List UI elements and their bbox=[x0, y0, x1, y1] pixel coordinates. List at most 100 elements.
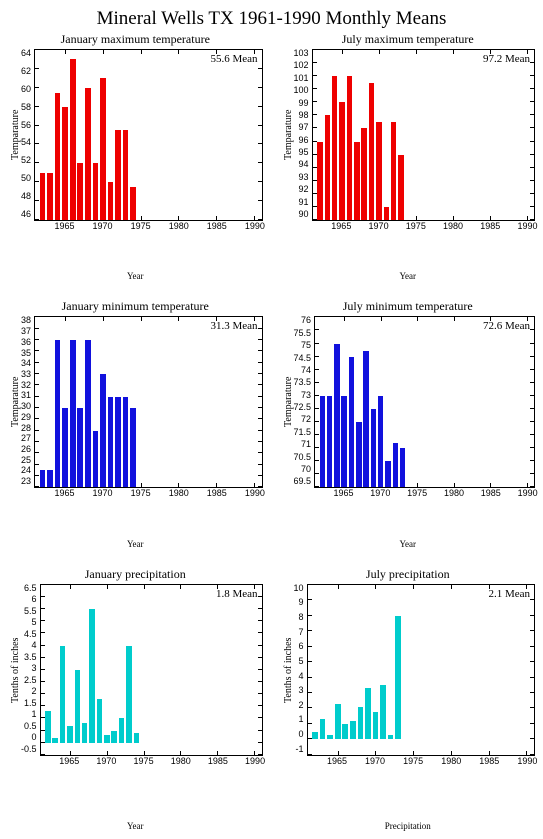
y-tick-label: 74.5 bbox=[294, 354, 312, 363]
y-tick-label: 0 bbox=[21, 733, 37, 742]
y-tick-label: 100 bbox=[294, 86, 309, 95]
y-tick-label: 27 bbox=[21, 434, 31, 443]
panel-title: July precipitation bbox=[281, 567, 536, 582]
y-tick-label: 71.5 bbox=[294, 428, 312, 437]
x-axis-label: Precipitation bbox=[281, 821, 536, 831]
y-tick-label: 30 bbox=[21, 402, 31, 411]
y-tick-label: 29 bbox=[21, 413, 31, 422]
bar bbox=[62, 107, 68, 220]
x-ticks: 196519701975198019851990 bbox=[34, 221, 262, 235]
bar bbox=[134, 733, 140, 743]
bar bbox=[60, 646, 66, 743]
x-tick-label: 1985 bbox=[208, 756, 228, 766]
bar bbox=[126, 646, 132, 743]
bar bbox=[47, 173, 53, 220]
y-axis-label: Temparature bbox=[8, 49, 21, 221]
bar bbox=[356, 422, 361, 487]
x-tick-label: 1990 bbox=[517, 756, 537, 766]
y-tick-label: 6 bbox=[294, 642, 304, 651]
y-tick-label: 69.5 bbox=[294, 477, 312, 486]
bar bbox=[325, 115, 331, 220]
y-tick-label: 96 bbox=[294, 136, 309, 145]
panel-title: July minimum temperature bbox=[281, 299, 536, 314]
y-tick-label: -0.5 bbox=[21, 745, 37, 754]
x-tick-label: 1985 bbox=[480, 221, 500, 231]
bar bbox=[369, 83, 375, 220]
bar bbox=[89, 609, 95, 743]
bars-container bbox=[313, 50, 534, 220]
bar bbox=[385, 461, 390, 487]
bar bbox=[341, 396, 346, 488]
bar bbox=[119, 718, 125, 742]
bar bbox=[349, 357, 354, 488]
x-tick-label: 1980 bbox=[441, 756, 461, 766]
y-tick-label: 91 bbox=[294, 198, 309, 207]
y-tick-label: 3.5 bbox=[21, 653, 37, 662]
bar bbox=[67, 726, 73, 743]
chart-grid: January maximum temperature Temparature 6 4… bbox=[8, 32, 535, 831]
y-tick-label: 75.5 bbox=[294, 329, 312, 338]
y-tick-label: 37 bbox=[21, 327, 31, 336]
x-tick-label: 1980 bbox=[443, 221, 463, 231]
x-tick-label: 1985 bbox=[207, 488, 227, 498]
bar bbox=[398, 155, 404, 220]
y-tick-label: 9 bbox=[294, 598, 304, 607]
x-axis-label: Year bbox=[8, 271, 263, 281]
bar bbox=[339, 102, 345, 220]
y-tick-label: 5.5 bbox=[21, 607, 37, 616]
y-tick-label: 95 bbox=[294, 148, 309, 157]
x-tick-label: 1965 bbox=[54, 488, 74, 498]
y-tick-label: 1.5 bbox=[21, 699, 37, 708]
bar bbox=[55, 93, 61, 221]
y-tick-label: 46 bbox=[21, 210, 31, 219]
y-tick-label: 101 bbox=[294, 74, 309, 83]
x-tick-label: 1990 bbox=[518, 221, 538, 231]
bar bbox=[130, 187, 136, 220]
bar bbox=[378, 396, 383, 488]
x-tick-label: 1970 bbox=[93, 221, 113, 231]
y-tick-label: 3 bbox=[21, 664, 37, 673]
bar bbox=[108, 182, 114, 220]
bar bbox=[108, 397, 114, 488]
bar bbox=[115, 130, 121, 220]
bar bbox=[335, 704, 341, 740]
bar bbox=[327, 735, 333, 740]
y-tick-label: 50 bbox=[21, 174, 31, 183]
y-axis-label: Temparature bbox=[281, 49, 294, 221]
x-ticks: 196519701975198019851990 bbox=[40, 756, 263, 770]
bar bbox=[342, 724, 348, 739]
y-tick-label: 90 bbox=[294, 210, 309, 219]
y-tick-label: 75 bbox=[294, 341, 312, 350]
bar bbox=[115, 397, 121, 488]
y-tick-label: 4.5 bbox=[21, 630, 37, 639]
x-tick-label: 1980 bbox=[169, 488, 189, 498]
y-tick-label: 72.5 bbox=[294, 403, 312, 412]
y-tick-label: 7 bbox=[294, 628, 304, 637]
y-tick-label: 36 bbox=[21, 338, 31, 347]
y-tick-label: 54 bbox=[21, 138, 31, 147]
y-tick-label: 28 bbox=[21, 424, 31, 433]
chart-panel: January minimum temperatureTemparature38… bbox=[8, 299, 263, 548]
y-ticks: 38373635343332313029282726252423 bbox=[21, 316, 34, 486]
x-axis-label: Year bbox=[8, 539, 263, 549]
y-tick-label: 33 bbox=[21, 370, 31, 379]
y-axis-label: Temparature bbox=[8, 316, 21, 488]
bar bbox=[361, 128, 367, 220]
y-tick-label: 70.5 bbox=[294, 453, 312, 462]
plot-area: 31.3 Mean bbox=[34, 316, 262, 488]
plot-area: 72.6 Mean bbox=[314, 316, 535, 488]
y-tick-label: 98 bbox=[294, 111, 309, 120]
bar bbox=[358, 707, 364, 739]
x-tick-label: 1965 bbox=[54, 221, 74, 231]
plot-area: 55.6 Mean bbox=[34, 49, 262, 221]
panel-title: January maximum temperature bbox=[8, 32, 263, 47]
chart-panel: July minimum temperatureTemparature7675.… bbox=[281, 299, 536, 548]
y-ticks: 10310210110099989796959493929190 bbox=[294, 49, 312, 219]
bar bbox=[93, 431, 99, 488]
bar bbox=[123, 397, 129, 488]
x-tick-label: 1970 bbox=[370, 488, 390, 498]
bars-container bbox=[35, 317, 261, 487]
bar bbox=[363, 351, 368, 487]
bar bbox=[320, 719, 326, 739]
x-ticks: 196519701975198019851990 bbox=[314, 488, 535, 502]
